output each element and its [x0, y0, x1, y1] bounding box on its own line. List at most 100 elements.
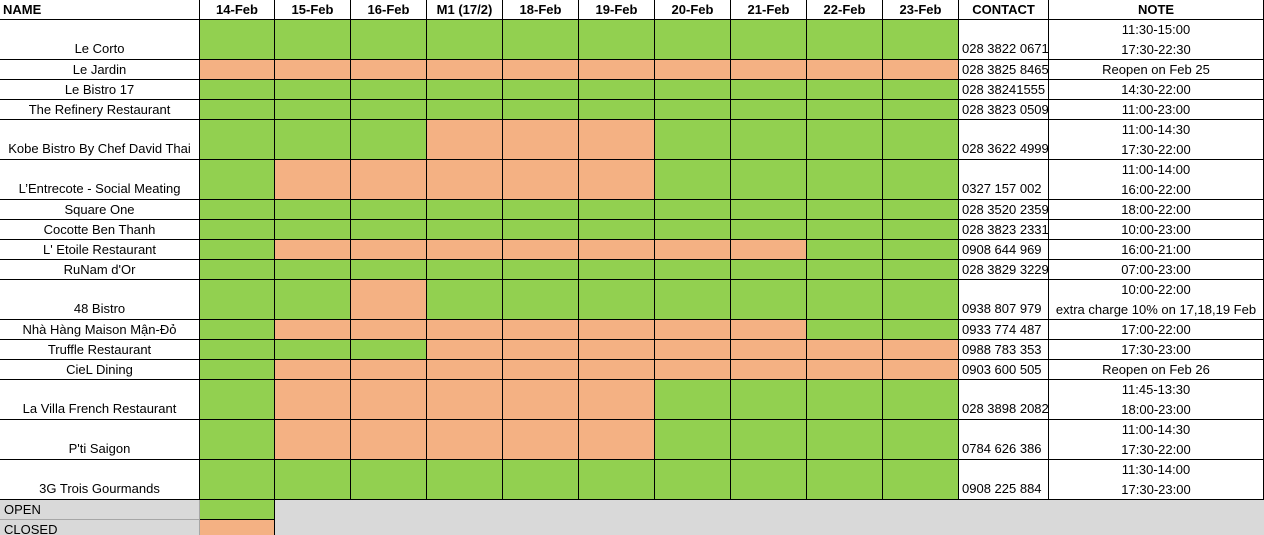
cell-text: L’Entrecote - Social Meating	[18, 181, 181, 196]
status-cell	[351, 20, 427, 60]
cell-text: La Villa French Restaurant	[22, 401, 177, 416]
status-cell	[731, 20, 807, 60]
header-cell: 19-Feb	[579, 0, 655, 20]
status-cell	[351, 340, 427, 360]
status-cell	[579, 320, 655, 340]
cell-text: 17:30-22:00	[1121, 441, 1191, 457]
status-cell	[807, 340, 883, 360]
note-cell: 10:00-23:00	[1049, 220, 1264, 240]
name-cell: Kobe Bistro By Chef David Thai	[0, 120, 200, 160]
status-cell	[655, 360, 731, 380]
cell-text: 0933 774 487	[962, 322, 1042, 337]
status-cell	[200, 460, 275, 500]
cell-text: Reopen on Feb 26	[1102, 362, 1210, 377]
status-cell	[655, 100, 731, 120]
status-cell	[579, 340, 655, 360]
cell-text: 17:00-22:00	[1121, 322, 1191, 337]
cell-text: Cocotte Ben Thanh	[43, 222, 156, 237]
legend-label: CLOSED	[0, 520, 200, 535]
status-cell	[275, 220, 351, 240]
name-cell: Nhà Hàng Maison Mận-Đỏ	[0, 320, 200, 340]
status-cell	[200, 100, 275, 120]
status-cell	[351, 360, 427, 380]
contact-cell: 0327 157 002	[959, 160, 1049, 200]
status-cell	[807, 460, 883, 500]
name-cell: Le Bistro 17	[0, 80, 200, 100]
status-cell	[579, 60, 655, 80]
status-cell	[579, 220, 655, 240]
cell-text: 028 38241555	[962, 82, 1046, 97]
status-cell	[351, 320, 427, 340]
status-cell	[200, 280, 275, 320]
status-cell	[731, 120, 807, 160]
status-cell	[200, 340, 275, 360]
cell-text: 11:30-15:00	[1121, 22, 1191, 37]
header-cell: 21-Feb	[731, 0, 807, 20]
cell-text: 07:00-23:00	[1121, 262, 1191, 277]
status-cell	[351, 220, 427, 240]
status-cell	[731, 340, 807, 360]
status-cell	[807, 120, 883, 160]
status-cell	[200, 380, 275, 420]
contact-cell: 0988 783 353	[959, 340, 1049, 360]
status-cell	[200, 420, 275, 460]
cell-text: Nhà Hàng Maison Mận-Đỏ	[22, 322, 177, 337]
note-cell: 11:00-14:30 17:30-22:00	[1049, 120, 1264, 160]
status-cell	[579, 360, 655, 380]
status-cell	[579, 260, 655, 280]
status-cell	[503, 240, 579, 260]
note-cell: Reopen on Feb 26	[1049, 360, 1264, 380]
status-cell	[807, 240, 883, 260]
cell-text: 17:30-23:00	[1121, 481, 1191, 497]
cell-text: 028 3898 2082	[962, 401, 1049, 416]
cell-text: 11:45-13:30	[1121, 382, 1191, 397]
status-cell	[503, 160, 579, 200]
header-cell: NAME	[0, 0, 200, 20]
name-cell: Le Jardin	[0, 60, 200, 80]
cell-text: 028 3622 4999	[962, 141, 1049, 156]
status-cell	[655, 240, 731, 260]
cell-text: 028 3829 3229	[962, 262, 1049, 277]
status-cell	[503, 200, 579, 220]
status-cell	[503, 420, 579, 460]
status-cell	[731, 80, 807, 100]
contact-cell: 0933 774 487	[959, 320, 1049, 340]
status-cell	[200, 20, 275, 60]
status-cell	[275, 80, 351, 100]
status-cell	[883, 220, 959, 240]
status-cell	[200, 120, 275, 160]
cell-text: Kobe Bistro By Chef David Thai	[8, 141, 191, 156]
status-cell	[807, 320, 883, 340]
status-cell	[655, 160, 731, 200]
cell-text: 11:00-14:00	[1121, 162, 1191, 177]
status-cell	[655, 280, 731, 320]
cell-text: 17:30-22:30	[1121, 41, 1191, 57]
header-cell: M1 (17/2)	[427, 0, 503, 20]
cell-text: Le Bistro 17	[64, 82, 135, 97]
status-cell	[351, 260, 427, 280]
note-cell: 16:00-21:00	[1049, 240, 1264, 260]
contact-cell: 028 3520 2359	[959, 200, 1049, 220]
status-cell	[275, 420, 351, 460]
status-cell	[275, 380, 351, 420]
cell-text: Reopen on Feb 25	[1102, 62, 1210, 77]
status-cell	[503, 100, 579, 120]
cell-text: RuNam d'Or	[63, 262, 136, 277]
status-cell	[807, 360, 883, 380]
status-cell	[579, 240, 655, 260]
contact-cell: 0908 225 884	[959, 460, 1049, 500]
cell-text: 028 3823 0509	[962, 102, 1049, 117]
cell-text: 3G Trois Gourmands	[39, 481, 160, 496]
status-cell	[807, 200, 883, 220]
status-cell	[275, 460, 351, 500]
name-cell: RuNam d'Or	[0, 260, 200, 280]
status-cell	[351, 60, 427, 80]
status-cell	[579, 160, 655, 200]
legend-swatch	[200, 500, 275, 520]
status-cell	[427, 260, 503, 280]
status-cell	[655, 60, 731, 80]
cell-text: 18:00-22:00	[1121, 202, 1191, 217]
status-cell	[731, 100, 807, 120]
contact-cell: 0903 600 505	[959, 360, 1049, 380]
status-cell	[351, 120, 427, 160]
